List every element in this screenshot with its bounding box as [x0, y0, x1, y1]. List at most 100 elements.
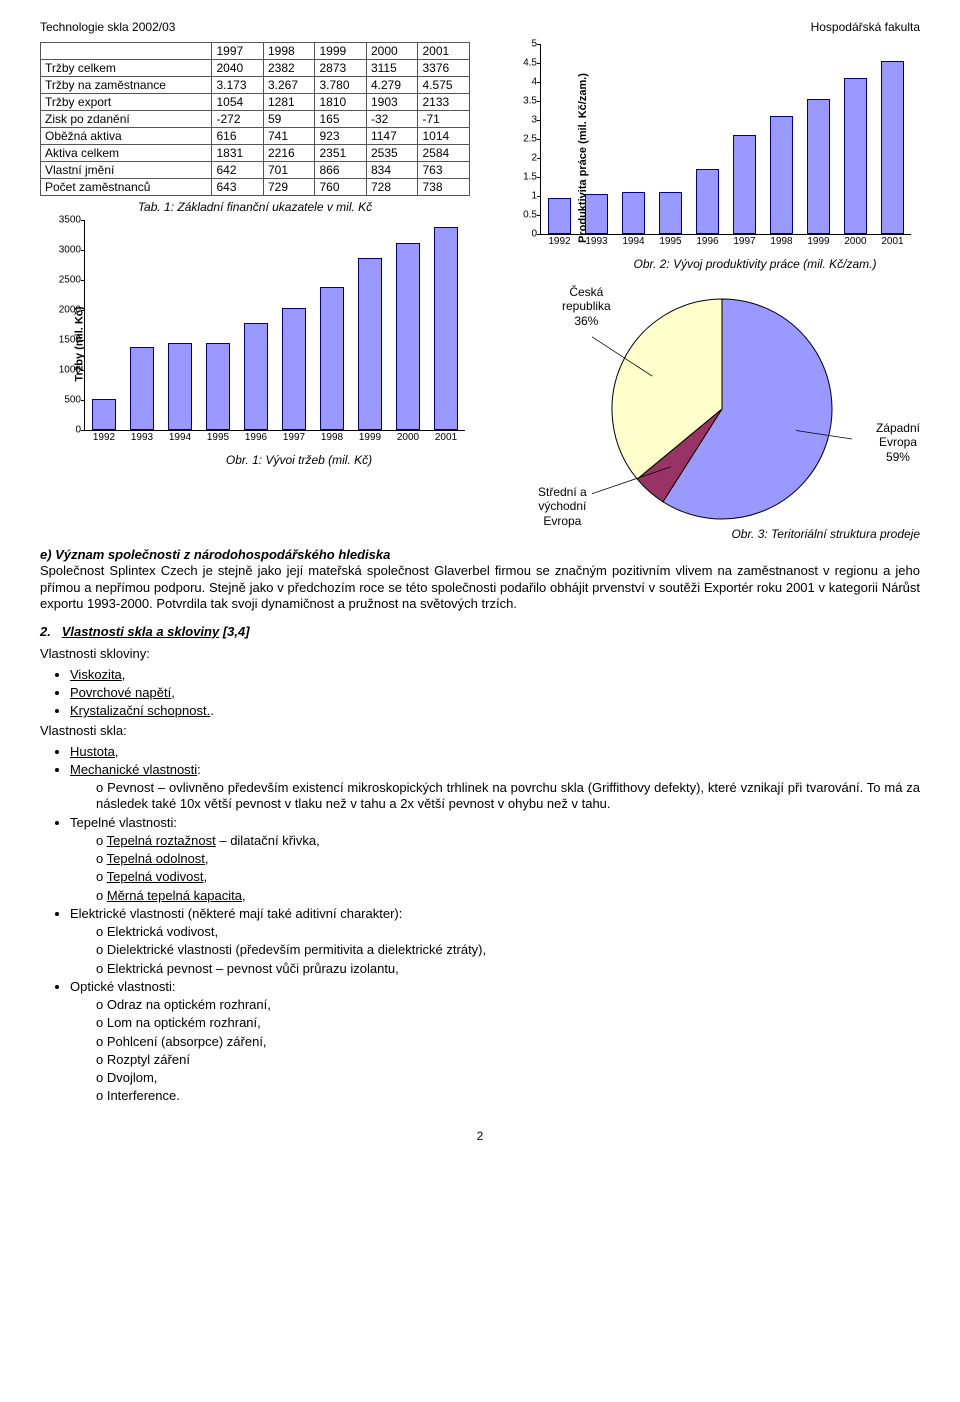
list-item: Elektrická pevnost – pevnost vůči průraz…: [96, 961, 920, 977]
page-number: 2: [40, 1129, 920, 1143]
chart-produktivita: 00.511.522.533.544.551992199319941995199…: [540, 44, 960, 271]
list-item: Hustota,: [70, 744, 920, 760]
chart2-caption: Obr. 2: Vývoj produktivity práce (mil. K…: [540, 257, 960, 271]
section2-title: 2. 2. Vlastnosti skla a skloviny [3,4]Vl…: [40, 624, 250, 639]
bar: [733, 135, 756, 234]
table-col-header: 1998: [263, 43, 315, 60]
xtick-label: 1996: [696, 234, 718, 247]
xtick-label: 1996: [245, 430, 267, 443]
xtick-label: 2001: [435, 430, 457, 443]
bar: [844, 78, 867, 234]
list-item: Dvojlom,: [96, 1070, 920, 1086]
section-e-title: e) Význam společnosti z národohospodářsk…: [40, 547, 390, 562]
chart2-ylabel: Produktivita práce (mil. Kč/zam.): [577, 73, 589, 243]
bar: [130, 347, 154, 430]
ytick-label: 1: [531, 191, 541, 202]
table-caption: Tab. 1: Základní finanční ukazatele v mi…: [40, 200, 470, 214]
ytick-label: 4: [531, 77, 541, 88]
props-sklovina-head: Vlastnosti skloviny:: [40, 646, 920, 662]
pie-caption: Obr. 3: Teritoriální struktura prodeje: [731, 527, 920, 541]
bar: [244, 323, 268, 430]
xtick-label: 1997: [283, 430, 305, 443]
table-row: Vlastní jmění642701866834763: [41, 162, 470, 179]
chart1-ylabel: Tržby (mil. Kč): [74, 306, 86, 381]
xtick-label: 1997: [733, 234, 755, 247]
ytick-label: 2: [531, 153, 541, 164]
props-sklovina-list: Viskozita, Povrchové napětí, Krystalizační…: [70, 667, 920, 720]
ytick-label: 3000: [59, 245, 85, 256]
table-row: Počet zaměstnanců643729760728738: [41, 179, 470, 196]
list-item: Mechanické vlastnosti:: [70, 762, 920, 778]
xtick-label: 1999: [807, 234, 829, 247]
chart-trzby: 0500100015002000250030003500199219931994…: [84, 220, 514, 467]
ytick-label: 3.5: [523, 96, 541, 107]
bar: [770, 116, 793, 234]
xtick-label: 1999: [359, 430, 381, 443]
xtick-label: 2000: [397, 430, 419, 443]
bar: [282, 308, 306, 430]
ytick-label: 1.5: [523, 172, 541, 183]
bar: [358, 258, 382, 430]
list-item: Pohlcení (absorpce) záření,: [96, 1034, 920, 1050]
ytick-label: 0.5: [523, 210, 541, 221]
ytick-label: 5: [531, 39, 541, 50]
xtick-label: 2000: [844, 234, 866, 247]
ytick-label: 4.5: [523, 58, 541, 69]
financial-table: 19971998199920002001 Tržby celkem2040238…: [40, 42, 470, 196]
list-item: Lom na optickém rozhraní,: [96, 1015, 920, 1031]
table-row: Tržby na zaměstnance3.1733.2673.7804.279…: [41, 77, 470, 94]
table-row: Tržby export10541281181019032133: [41, 94, 470, 111]
list-item: Krystalizační schopnost..: [70, 703, 920, 719]
bar: [807, 99, 830, 234]
xtick-label: 1994: [169, 430, 191, 443]
bar: [396, 243, 420, 430]
xtick-label: 1992: [548, 234, 570, 247]
bar: [881, 61, 904, 234]
ytick-label: 0: [531, 229, 541, 240]
list-item: Elektrická vodivost,: [96, 924, 920, 940]
table-row: Oběžná aktiva61674192311471014: [41, 128, 470, 145]
list-item: Měrná tepelná kapacita,: [96, 888, 920, 904]
list-item: Dielektrické vlastnosti (především permi…: [96, 942, 920, 958]
xtick-label: 1998: [770, 234, 792, 247]
table-row: Tržby celkem20402382287331153376: [41, 60, 470, 77]
list-item: Odraz na optickém rozhraní,: [96, 997, 920, 1013]
bar: [622, 192, 645, 234]
props-sklo-head: Vlastnosti skla:: [40, 723, 920, 739]
bar: [92, 399, 116, 430]
chart1-caption: Obr. 1: Vývoi tržeb (mil. Kč): [84, 453, 514, 467]
header-right: Hospodářská fakulta: [811, 20, 920, 34]
list-item: Tepelná roztažnost – dilatační křivka,: [96, 833, 920, 849]
list-item: Viskozita,: [70, 667, 920, 683]
table-col-header: 1999: [315, 43, 367, 60]
list-item: Povrchové napětí,: [70, 685, 920, 701]
ytick-label: 3500: [59, 215, 85, 226]
bar: [696, 169, 719, 234]
bar: [320, 287, 344, 430]
list-item: Tepelné vlastnosti:: [70, 815, 920, 831]
table-row: Aktiva celkem18312216235125352584: [41, 145, 470, 162]
table-col-header: 1997: [212, 43, 264, 60]
table-col-header: 2000: [366, 43, 418, 60]
bar: [206, 343, 230, 430]
xtick-label: 2001: [881, 234, 903, 247]
header-left: Technologie skla 2002/03: [40, 20, 175, 34]
list-item: Pevnost – ovlivněno především existencí …: [96, 780, 920, 813]
xtick-label: 1998: [321, 430, 343, 443]
ytick-label: 2.5: [523, 134, 541, 145]
section-e-body: Společnost Splintex Czech je stejně jako…: [40, 563, 920, 611]
pie-chart: Českárepublika36% ZápadníEvropa59% Střed…: [490, 281, 920, 541]
bar: [168, 343, 192, 430]
xtick-label: 1993: [131, 430, 153, 443]
list-item: Optické vlastnosti:: [70, 979, 920, 995]
ytick-label: 500: [64, 395, 85, 406]
list-item: Tepelná odolnost,: [96, 851, 920, 867]
table-row: Zisk po zdanění-27259165-32-71: [41, 111, 470, 128]
list-item: Interference.: [96, 1088, 920, 1104]
pie-label-ze: ZápadníEvropa59%: [876, 421, 920, 464]
ytick-label: 2500: [59, 275, 85, 286]
xtick-label: 1994: [622, 234, 644, 247]
list-item: Tepelná vodivost,: [96, 869, 920, 885]
bar: [659, 192, 682, 234]
xtick-label: 1992: [93, 430, 115, 443]
